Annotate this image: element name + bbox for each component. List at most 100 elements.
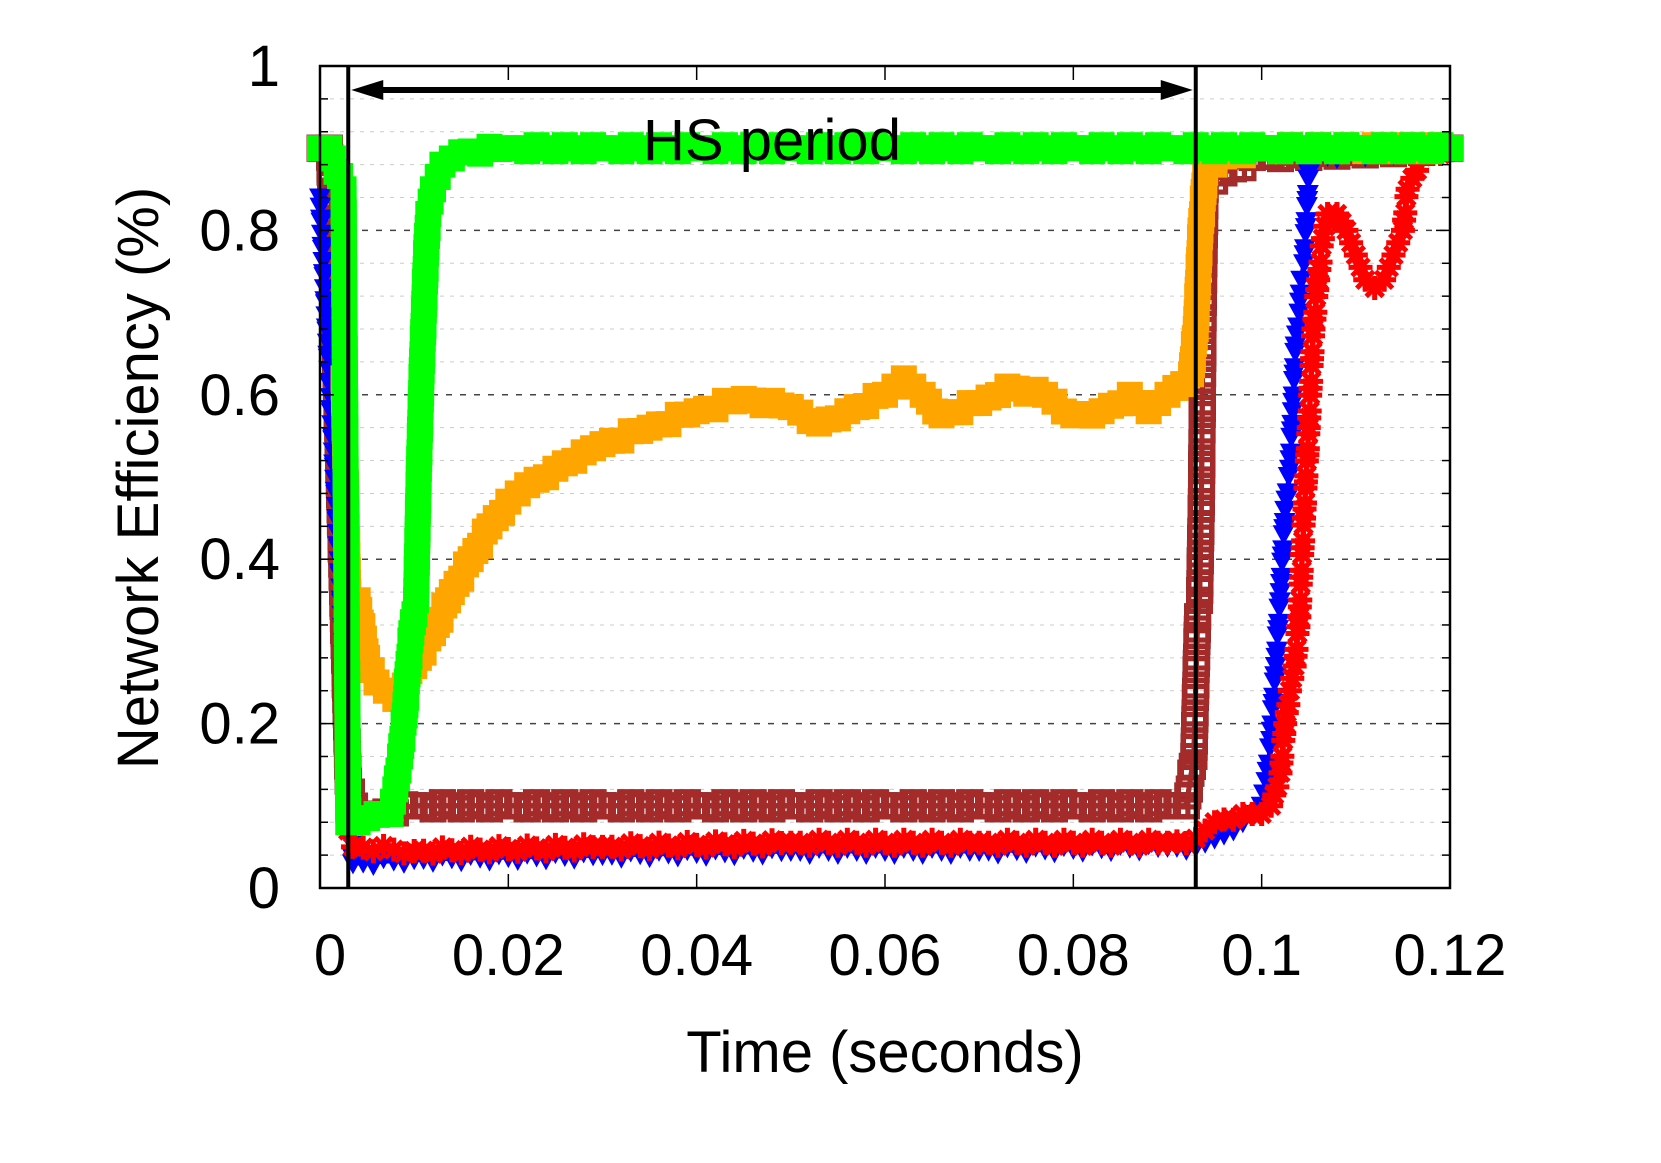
data-point [675,830,700,855]
data-point [656,833,681,858]
data-point [1372,267,1397,292]
data-point [1274,500,1297,521]
data-point [1299,369,1324,394]
data-point [1277,678,1302,703]
data-point [1265,774,1290,799]
y-tick-label: 0.2 [199,692,280,757]
data-point [411,838,436,863]
data-point [1381,243,1406,268]
x-tick-label: 0.06 [829,923,942,988]
data-point [731,828,756,853]
data-point [1288,303,1311,324]
x-tick-label: 0.02 [452,923,565,988]
data-point [1278,459,1301,480]
y-axis-label: Network Efficiency (%) [106,187,171,769]
data-point [486,834,511,859]
arrow-head-left [351,80,384,100]
data-point [351,835,376,860]
data-point [1004,830,1029,855]
data-point [1289,558,1314,583]
data-point [1310,226,1335,251]
y-tick-label: 0 [248,856,280,921]
data-point [628,834,653,859]
data-point [1393,200,1418,225]
data-point [873,830,897,855]
data-point [1270,567,1293,588]
data-point [1288,588,1313,613]
data-point [1313,214,1338,239]
data-point [571,832,596,857]
data-point [1297,398,1322,423]
data-point [312,252,335,273]
data-point [1089,830,1114,855]
data-point [1264,666,1287,687]
data-point [543,832,568,857]
data-point [920,827,945,852]
data-point [1395,177,1420,202]
data-point [515,833,540,858]
data-point [1270,744,1295,769]
data-point [741,831,766,856]
data-point [995,827,1020,852]
data-point [807,827,832,852]
data-point [1080,827,1105,852]
data-point [496,836,521,861]
data-point [1296,184,1319,205]
series-5 [307,132,1463,836]
data-point [948,827,973,852]
data-point [976,830,1001,855]
data-point [1255,772,1278,793]
data-point [439,838,464,863]
y-tick-label: 0.4 [199,527,280,592]
data-point [863,827,888,852]
data-point [1174,831,1199,856]
data-point [1108,827,1133,852]
data-point [1249,802,1274,827]
data-point [430,835,455,860]
data-point [1117,830,1142,855]
data-point [703,829,728,854]
data-point [1221,807,1246,832]
data-point [1348,255,1373,280]
data-point [1268,592,1291,613]
data-point [362,855,385,876]
y-tick-label: 0.8 [199,198,280,263]
data-point [1257,754,1280,775]
data-point [1362,275,1387,300]
period-label: HS period [643,108,901,173]
x-axis-label: Time (seconds) [686,1020,1084,1085]
data-point [1061,830,1086,855]
data-point [1303,300,1328,325]
data-point [1267,613,1290,634]
data-point [1386,230,1411,255]
data-point [1136,827,1161,852]
data-point [1295,436,1320,461]
data-point [1282,386,1305,407]
data-point [647,830,671,855]
annotations: HS period [346,66,1198,888]
data-point [311,239,334,260]
data-point [891,827,916,852]
data-point [381,837,406,862]
data-point [1265,641,1288,662]
data-point [1269,583,1292,604]
data-point [1295,212,1318,233]
data-point [1343,243,1368,268]
data-point [1376,255,1401,280]
data-point [844,830,869,855]
data-point [361,839,386,864]
data-point [1023,827,1048,852]
data-point [1334,218,1359,243]
data-point [901,830,926,855]
data-point [371,833,396,858]
data-point [599,834,624,859]
data-point [1339,230,1364,255]
series-layer [306,132,1464,876]
y-tick-label: 1 [248,34,280,99]
x-tick-label: 0.12 [1394,923,1507,988]
data-point [1273,513,1296,534]
data-point [1280,666,1305,691]
arrow-head-right [1160,80,1193,100]
data-point [618,831,643,856]
